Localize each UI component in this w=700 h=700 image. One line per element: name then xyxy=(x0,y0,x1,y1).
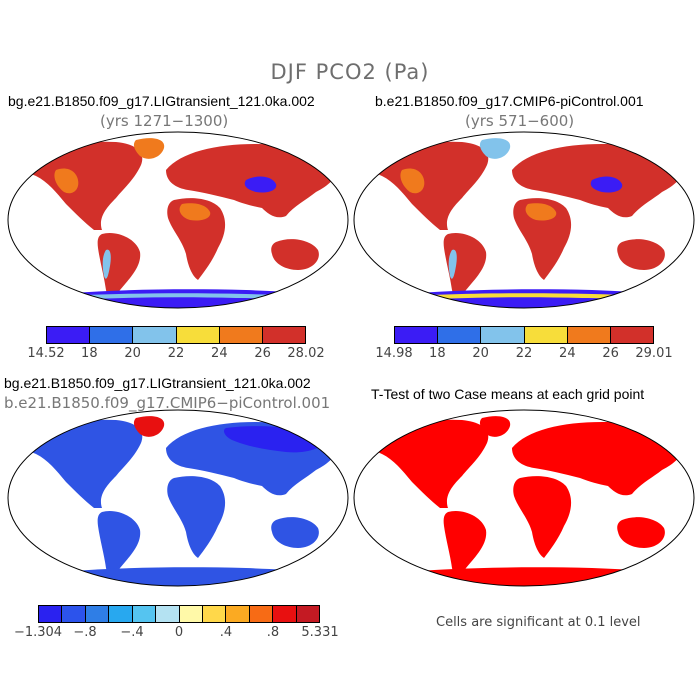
colorbar-tick-label: 29.01 xyxy=(635,346,673,361)
panel-1-title: bg.e21.B1850.f09_g17.LIGtransient_121.0k… xyxy=(8,93,315,109)
north-america xyxy=(25,141,143,230)
colorbar-swatch xyxy=(156,606,180,622)
colorbar-panel-1 xyxy=(46,326,306,344)
map-panel-3 xyxy=(7,409,349,587)
colorbar-tick-label: 22 xyxy=(167,346,185,361)
greenland xyxy=(133,138,165,159)
colorbar-panel-3 xyxy=(38,605,320,623)
north-america xyxy=(25,419,143,508)
colorbar-swatch xyxy=(226,606,250,622)
south-america xyxy=(443,510,487,575)
colorbar-tick-label: −1.304 xyxy=(13,625,63,640)
eurasia xyxy=(512,422,685,496)
colorbar-tick-label: 14.98 xyxy=(375,346,413,361)
colorbar-panel-2 xyxy=(394,326,654,344)
north-america xyxy=(371,141,489,230)
colorbar-swatch xyxy=(249,606,274,622)
africa xyxy=(167,198,226,280)
colorbar-tick-label: 20 xyxy=(472,346,489,361)
australia xyxy=(271,517,319,548)
africa xyxy=(513,476,572,558)
rockies-mid xyxy=(54,168,79,194)
colorbar-tick-label: 18 xyxy=(81,346,98,361)
colorbar-swatch xyxy=(296,606,320,622)
colorbar-swatch xyxy=(179,606,203,622)
colorbar-tick-label: 14.52 xyxy=(27,346,65,361)
andes-low xyxy=(448,249,457,279)
colorbar-tick-label: −.4 xyxy=(120,625,144,640)
significance-note: Cells are significant at 0.1 level xyxy=(436,615,641,630)
colorbar-tick-label: 5.331 xyxy=(301,625,339,640)
colorbar-swatch xyxy=(273,606,297,622)
colorbar-swatch xyxy=(438,327,482,343)
greenland xyxy=(133,416,165,437)
panel-4-title: T-Test of two Case means at each grid po… xyxy=(371,386,645,402)
greenland xyxy=(479,416,511,437)
australia xyxy=(271,239,319,270)
colorbar-tick-label: .4 xyxy=(219,625,233,640)
colorbar-tick-label: 22 xyxy=(515,346,533,361)
colorbar-swatch xyxy=(481,327,525,343)
rockies-mid xyxy=(400,168,425,194)
tibet-low xyxy=(244,176,277,193)
colorbar-swatch xyxy=(610,327,654,343)
south-america xyxy=(443,232,487,297)
colorbar-swatch xyxy=(395,327,439,343)
south-america xyxy=(97,510,141,575)
panel-3-title: bg.e21.B1850.f09_g17.LIGtransient_121.0k… xyxy=(4,375,311,391)
colorbar-tick-label: 20 xyxy=(124,346,141,361)
colorbar-tick-label: .8 xyxy=(266,625,280,640)
greenland xyxy=(479,138,511,159)
colorbar-tick-label: 26 xyxy=(254,346,271,361)
panel-2-subtitle: (yrs 571−600) xyxy=(465,112,575,130)
north-america xyxy=(371,419,489,508)
australia xyxy=(617,239,665,270)
map-panel-2 xyxy=(353,131,695,309)
antarctica xyxy=(354,567,694,586)
colorbar-tick-label: 0 xyxy=(174,625,184,640)
antarctica xyxy=(354,289,694,308)
colorbar-swatch xyxy=(90,327,134,343)
panel-3-subtitle: b.e21.B1850.f09_g17.CMIP6−piControl.001 xyxy=(4,394,331,412)
panel-1-subtitle: (yrs 1271−1300) xyxy=(100,112,229,130)
colorbar-tick-label: 26 xyxy=(602,346,619,361)
figure-title: DJF PCO2 (Pa) xyxy=(270,60,430,84)
colorbar-tick-label: −.8 xyxy=(73,625,97,640)
africa xyxy=(513,198,572,280)
colorbar-swatch xyxy=(262,327,306,343)
tibet-low xyxy=(590,176,623,193)
antarctica xyxy=(8,567,348,586)
south-america xyxy=(97,232,141,297)
map-panel-4 xyxy=(353,409,695,587)
colorbar-swatch xyxy=(133,327,177,343)
colorbar-swatch xyxy=(202,606,227,622)
australia xyxy=(617,517,665,548)
colorbar-swatch xyxy=(109,606,133,622)
colorbar-tick-label: 28.02 xyxy=(287,346,325,361)
colorbar-tick-label: 18 xyxy=(429,346,446,361)
colorbar-tick-label: 24 xyxy=(559,346,576,361)
map-panel-1 xyxy=(7,131,349,309)
colorbar-swatch xyxy=(47,327,91,343)
colorbar-swatch xyxy=(524,327,568,343)
andes-low xyxy=(102,249,111,279)
colorbar-swatch xyxy=(176,327,220,343)
panel-2-title: b.e21.B1850.f09_g17.CMIP6-piControl.001 xyxy=(375,93,644,109)
colorbar-swatch xyxy=(132,606,157,622)
antarctica xyxy=(8,289,348,308)
colorbar-swatch xyxy=(62,606,86,622)
sahara-mid xyxy=(179,203,211,221)
colorbar-swatch xyxy=(85,606,110,622)
africa xyxy=(167,476,226,558)
colorbar-swatch xyxy=(567,327,611,343)
colorbar-tick-label: 24 xyxy=(211,346,228,361)
colorbar-swatch xyxy=(219,327,263,343)
colorbar-swatch xyxy=(39,606,63,622)
sahara-mid xyxy=(525,203,557,221)
